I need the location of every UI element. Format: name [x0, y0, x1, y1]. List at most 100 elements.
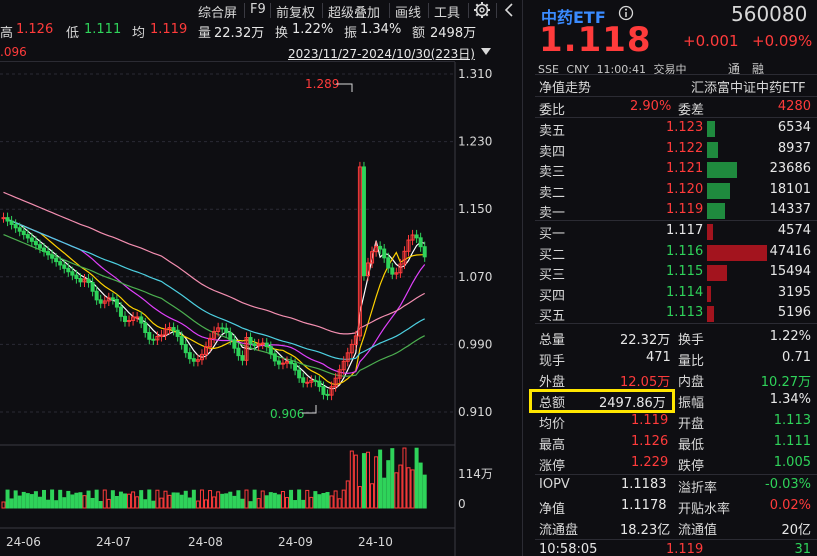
volume-bar	[337, 498, 342, 509]
volume-bar	[21, 491, 26, 509]
toolbar-draw-line[interactable]: 画线	[395, 6, 422, 21]
volume-bar	[98, 501, 103, 509]
low-value: 1.111	[773, 434, 811, 449]
x-tick: 24-09	[278, 535, 313, 549]
candle-body	[260, 342, 265, 345]
volume-tick: 114万	[458, 467, 493, 481]
panel-divider[interactable]	[522, 0, 535, 556]
bid-level-3[interactable]: 买三 1.115 15494	[535, 263, 817, 283]
open-label: 开盘	[678, 417, 705, 432]
bid-price: 1.117	[666, 223, 704, 238]
candle-body	[66, 267, 71, 273]
candle-body	[329, 386, 334, 396]
kline-chart[interactable]: 1.310 1.230 1.150 1.070 0.990 0.910 1.289 0.9…	[0, 62, 532, 556]
ask-level-4[interactable]: 卖二 1.120 18101	[535, 181, 817, 201]
candle-body	[212, 331, 217, 339]
turnover-label: 换	[275, 26, 289, 41]
candle-body	[285, 361, 289, 364]
info-icon[interactable]	[618, 5, 634, 25]
toolbar-forward-adjust[interactable]: 前复权	[276, 6, 316, 21]
ask-volume: 23686	[769, 161, 811, 177]
volume-bar	[382, 477, 387, 509]
ma-line	[3, 217, 425, 360]
ask-level-2[interactable]: 卖四 1.122 8937	[535, 140, 817, 160]
detail-row-8: IOPV 1.1183 溢折率 -0.03%	[535, 476, 817, 496]
detail-row-9: 净值 1.1178 开贴水率 0.02%	[535, 497, 817, 517]
volume-bar	[199, 489, 204, 509]
volume-bar	[402, 447, 407, 509]
candle-body	[33, 240, 38, 246]
price-tick: 0.910	[458, 405, 492, 419]
bid-level-4[interactable]: 买四 1.114 3195	[535, 284, 817, 304]
outer-label: 外盘	[539, 375, 566, 390]
ask-level-3[interactable]: 卖三 1.121 23686	[535, 160, 817, 180]
nav-trend-label[interactable]: 净值走势	[539, 81, 592, 96]
high-value: 1.126	[631, 434, 669, 449]
candle-body	[17, 227, 22, 232]
bid-level-5[interactable]: 买五 1.113 5196	[535, 304, 817, 324]
quote-time: 11:00:41	[596, 63, 646, 76]
range-dropdown-icon[interactable]	[480, 45, 492, 60]
high-label: 最高	[539, 438, 566, 453]
bid-level-1[interactable]: 买一 1.117 4574	[535, 222, 817, 242]
volume-bar	[305, 489, 310, 509]
ask-volume-bar	[707, 162, 737, 179]
candle-body	[167, 327, 172, 330]
discount-value: 0.02%	[769, 498, 811, 513]
candle-body	[131, 316, 136, 322]
ask-volume: 6534	[777, 120, 811, 135]
volume-bar	[289, 489, 294, 509]
rong-badge[interactable]: 融	[752, 62, 765, 76]
price-tick: 1.070	[458, 270, 492, 284]
toolbar-f9[interactable]: F9	[250, 2, 266, 17]
toolbar-super-overlay[interactable]: 超级叠加	[328, 6, 381, 21]
ask-level-1[interactable]: 卖五 1.123 6534	[535, 119, 817, 139]
ask-price: 1.122	[666, 140, 704, 156]
candle-body	[62, 264, 67, 269]
candle-body	[293, 363, 298, 371]
candle-body	[349, 343, 354, 354]
gear-icon[interactable]	[473, 1, 491, 23]
bid-volume-bar	[707, 285, 712, 302]
volume-bar	[147, 489, 152, 509]
candle-body	[216, 327, 221, 333]
amp-label: 振	[344, 26, 358, 41]
open-value: 1.113	[773, 413, 811, 428]
ask-level-5[interactable]: 卖一 1.119 14337	[535, 201, 817, 221]
candle-body	[70, 271, 75, 276]
candle-body	[102, 300, 107, 304]
toolbar-tools[interactable]: 工具	[434, 6, 461, 21]
bid-level-2[interactable]: 买二 1.116 47416	[535, 243, 817, 263]
candle-body	[13, 223, 18, 229]
turnover-value: 1.22%	[769, 329, 811, 344]
volume-bar	[74, 492, 79, 509]
x-tick: 24-10	[358, 535, 393, 549]
volume-bar	[62, 497, 67, 509]
bid-volume-bar	[707, 306, 714, 323]
date-range[interactable]: 2023/11/27-2024/10/30(223日)	[288, 47, 475, 61]
nav-trend-row[interactable]: 净值走势 汇添富中证中药ETF	[535, 76, 817, 96]
volume-bar	[127, 493, 132, 509]
total-vol-label: 总量	[539, 333, 566, 348]
volume-bar	[25, 493, 30, 509]
limit-up-value: 1.229	[631, 455, 669, 470]
toolbar-composite-screen[interactable]: 综合屏	[198, 6, 238, 21]
volume-bar	[285, 497, 289, 509]
volume-bar	[86, 490, 91, 509]
detail-row-3: 外盘 12.05万 内盘 10.27万	[535, 370, 817, 390]
candle-body	[402, 250, 407, 265]
chevron-left-icon[interactable]	[503, 2, 515, 22]
candle-body	[54, 257, 59, 263]
turnover-value: 1.22%	[292, 22, 334, 37]
volume-bar	[54, 500, 59, 509]
candle-body	[414, 234, 419, 239]
kline-svg[interactable]: 1.310 1.230 1.150 1.070 0.990 0.910 1.289 0.9…	[0, 62, 522, 556]
candle-body	[106, 297, 111, 302]
volume-bar	[1, 501, 6, 509]
candle-body	[240, 355, 245, 361]
tong-badge[interactable]: 通	[728, 62, 741, 76]
volume-bar	[123, 493, 127, 509]
candle-body	[374, 245, 379, 253]
candle-body	[268, 346, 273, 355]
